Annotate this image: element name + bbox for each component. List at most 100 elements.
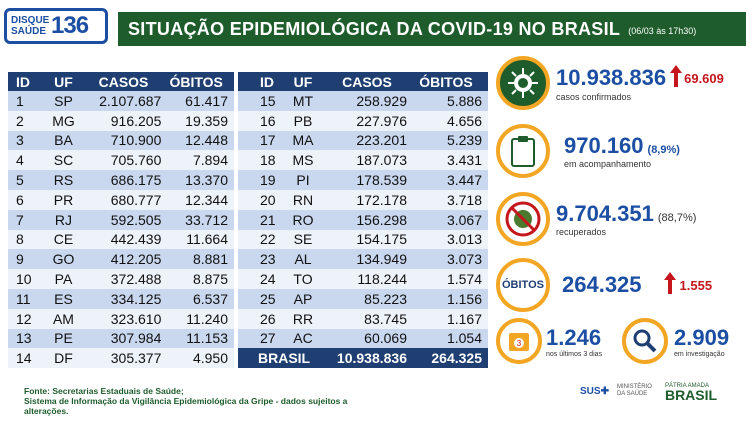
row-obitos: 4.950 bbox=[164, 348, 234, 369]
row-uf: AM bbox=[44, 308, 83, 329]
row-id: 5 bbox=[8, 170, 45, 190]
brasil-logo: PÁTRIA AMADA BRASIL bbox=[664, 383, 718, 403]
row-casos: 118.244 bbox=[324, 269, 410, 289]
row-id: 1 bbox=[8, 91, 45, 111]
investigation-value: 2.909 bbox=[674, 324, 730, 350]
row-obitos: 12.448 bbox=[164, 130, 234, 151]
header-id: ID bbox=[8, 72, 45, 91]
followup-pct: (8,9%) bbox=[647, 144, 680, 156]
last3days-panel: 3 1.246 nos últimos 3 dias bbox=[496, 318, 626, 364]
total-label: BRASIL bbox=[238, 348, 324, 369]
table-row: 23 AL 134.949 3.073 bbox=[238, 249, 488, 270]
recovered-panel: 9.704.351 (88,7%) recuperados bbox=[496, 192, 748, 246]
confirmed-label: casos confirmados bbox=[556, 91, 632, 102]
row-uf: PR bbox=[44, 189, 83, 210]
last3days-label: nos últimos 3 dias bbox=[546, 350, 603, 358]
table-row: 26 RR 83.745 1.167 bbox=[238, 308, 488, 329]
table-row: 3 BA 710.900 12.448 bbox=[8, 130, 234, 151]
table-header-row: ID UF CASOS ÓBITOS bbox=[8, 72, 234, 91]
last3days-value: 1.246 bbox=[546, 324, 602, 350]
confirmed-block: 10.938.836 69.609 casos confirmados bbox=[556, 64, 724, 102]
row-uf: MS bbox=[282, 150, 324, 171]
row-obitos: 11.664 bbox=[164, 229, 234, 250]
row-id: 9 bbox=[8, 249, 45, 270]
deaths-block: 264.325 1.555 bbox=[562, 271, 712, 299]
row-id: 4 bbox=[8, 150, 45, 171]
table-row: 25 AP 85.223 1.156 bbox=[238, 288, 488, 309]
table-row: 15 MT 258.929 5.886 bbox=[238, 91, 488, 111]
row-id: 2 bbox=[8, 110, 45, 131]
row-obitos: 11.240 bbox=[164, 308, 234, 329]
row-casos: 307.984 bbox=[82, 328, 165, 349]
row-id: 26 bbox=[238, 308, 282, 329]
header-casos: CASOS bbox=[82, 72, 165, 91]
sus-logo: SUS✚ bbox=[580, 385, 609, 397]
table-row: 24 TO 118.244 1.574 bbox=[238, 269, 488, 289]
magnifier-icon bbox=[622, 318, 668, 364]
row-casos: 227.976 bbox=[324, 110, 410, 131]
row-uf: RO bbox=[282, 209, 324, 230]
row-casos: 334.125 bbox=[82, 288, 165, 309]
row-uf: PB bbox=[282, 110, 324, 131]
row-id: 16 bbox=[238, 110, 282, 131]
table-row: 2 MG 916.205 19.359 bbox=[8, 110, 234, 131]
row-id: 15 bbox=[238, 91, 282, 111]
logo-number: 136 bbox=[51, 12, 89, 39]
disque-saude-logo: DISQUE SAÚDE 136 bbox=[4, 8, 108, 44]
row-id: 8 bbox=[8, 229, 45, 250]
row-uf: RS bbox=[44, 170, 83, 190]
row-obitos: 1.054 bbox=[410, 328, 488, 349]
deaths-value: 264.325 bbox=[562, 272, 642, 297]
row-obitos: 19.359 bbox=[164, 110, 234, 131]
row-uf: DF bbox=[44, 348, 83, 369]
row-uf: CE bbox=[44, 229, 83, 250]
table-row: 18 MS 187.073 3.431 bbox=[238, 150, 488, 171]
row-casos: 710.900 bbox=[82, 130, 165, 151]
row-casos: 372.488 bbox=[82, 269, 165, 289]
row-uf: TO bbox=[282, 269, 324, 289]
row-casos: 305.377 bbox=[82, 348, 165, 369]
header-uf: UF bbox=[282, 72, 324, 91]
row-casos: 178.539 bbox=[324, 170, 410, 190]
total-casos: 10.938.836 bbox=[324, 348, 410, 369]
row-obitos: 13.370 bbox=[164, 170, 234, 190]
table-row: 20 RN 172.178 3.718 bbox=[238, 189, 488, 210]
followup-value: 970.160 bbox=[564, 133, 644, 158]
table-row: 11 ES 334.125 6.537 bbox=[8, 288, 234, 309]
row-uf: BA bbox=[44, 130, 83, 151]
row-uf: RJ bbox=[44, 209, 83, 230]
confirmed-delta: 69.609 bbox=[684, 70, 724, 86]
row-obitos: 3.067 bbox=[410, 209, 488, 230]
followup-block: 970.160 (8,9%) em acompanhamento bbox=[564, 133, 680, 169]
row-casos: 85.223 bbox=[324, 288, 410, 309]
header-obitos: ÓBITOS bbox=[410, 72, 488, 91]
virus-icon bbox=[496, 56, 550, 110]
row-uf: SP bbox=[44, 91, 83, 111]
table-row: 14 DF 305.377 4.950 bbox=[8, 348, 234, 369]
row-id: 17 bbox=[238, 130, 282, 151]
row-obitos: 3.447 bbox=[410, 170, 488, 190]
table-row: 17 MA 223.201 5.239 bbox=[238, 130, 488, 151]
up-arrow-icon bbox=[663, 271, 676, 299]
row-id: 7 bbox=[8, 209, 45, 230]
table-row: 13 PE 307.984 11.153 bbox=[8, 328, 234, 349]
row-casos: 187.073 bbox=[324, 150, 410, 171]
table-header-row: ID UF CASOS ÓBITOS bbox=[238, 72, 488, 91]
row-uf: PE bbox=[44, 328, 83, 349]
row-casos: 156.298 bbox=[324, 209, 410, 230]
up-arrow-icon bbox=[670, 64, 683, 92]
table-row: 4 SC 705.760 7.894 bbox=[8, 150, 234, 171]
row-id: 10 bbox=[8, 269, 45, 289]
table-row: 21 RO 156.298 3.067 bbox=[238, 209, 488, 230]
row-obitos: 3.073 bbox=[410, 249, 488, 270]
row-obitos: 8.875 bbox=[164, 269, 234, 289]
row-uf: AC bbox=[282, 328, 324, 349]
update-date: (06/03 às 17h30) bbox=[628, 26, 697, 36]
row-casos: 916.205 bbox=[82, 110, 165, 131]
table-row: 22 SE 154.175 3.013 bbox=[238, 229, 488, 250]
table-row: 5 RS 686.175 13.370 bbox=[8, 170, 234, 190]
row-obitos: 5.239 bbox=[410, 130, 488, 151]
table-row: 6 PR 680.777 12.344 bbox=[8, 189, 234, 210]
row-id: 25 bbox=[238, 288, 282, 309]
clipboard-icon bbox=[496, 124, 550, 178]
